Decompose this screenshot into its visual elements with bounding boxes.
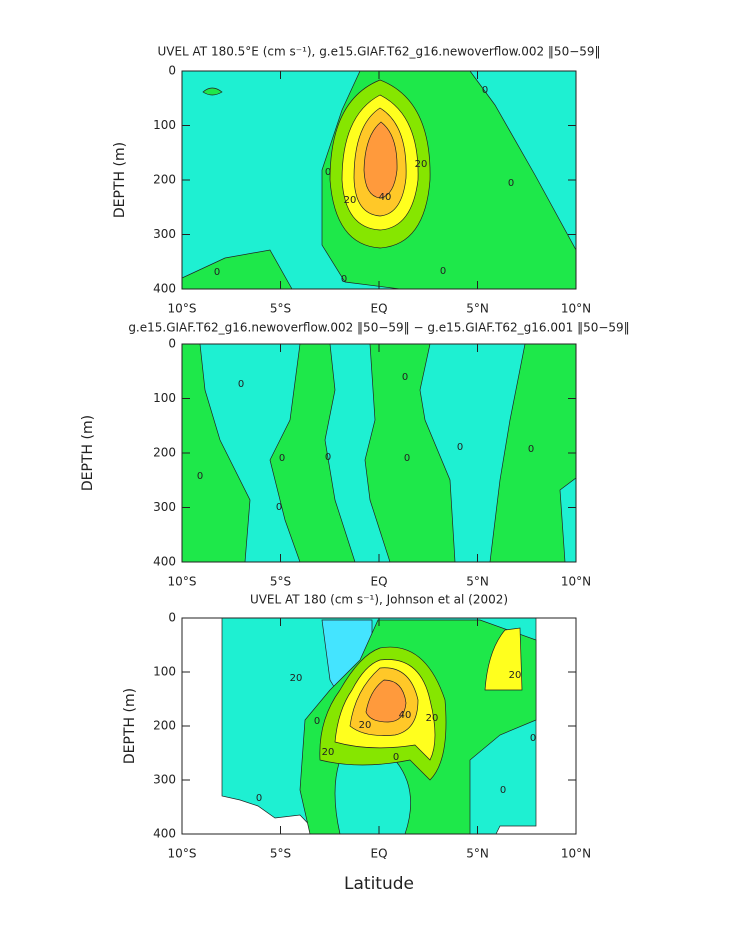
- contour-label: 0: [214, 267, 220, 278]
- y-tick-label: 300: [153, 773, 176, 787]
- contour-label: 0: [393, 752, 399, 763]
- contour-label: 0: [341, 274, 347, 285]
- x-tick-label: 10°S: [168, 302, 197, 316]
- y-tick-label: 0: [168, 611, 176, 625]
- contour-label: 20: [359, 720, 372, 731]
- x-tick-label: EQ: [370, 575, 387, 589]
- contour-label: 20: [322, 747, 335, 758]
- x-tick-label: 10°S: [168, 575, 197, 589]
- y-tick-label: 100: [153, 118, 176, 132]
- x-tick-label: 5°N: [466, 302, 489, 316]
- panel: UVEL AT 180.5°E (cm s⁻¹), g.e15.GIAF.T62…: [112, 45, 601, 316]
- contour-label: 0: [500, 785, 506, 796]
- y-tick-label: 400: [153, 282, 176, 296]
- contour-label: 20: [509, 670, 522, 681]
- y-tick-label: 100: [153, 391, 176, 405]
- panel-title: g.e15.GIAF.T62_g16.newoverflow.002 ‖50−5…: [128, 321, 629, 335]
- contour-label: 0: [325, 452, 331, 463]
- panel: UVEL AT 180 (cm s⁻¹), Johnson et al (200…: [122, 593, 591, 895]
- y-tick-label: 200: [153, 719, 176, 733]
- contour-label: 0: [404, 453, 410, 464]
- contour-label: 0: [279, 453, 285, 464]
- x-axis-label: Latitude: [344, 874, 414, 894]
- contour-label: 20: [426, 713, 439, 724]
- contour-label: 0: [440, 266, 446, 277]
- contour-region: [363, 121, 398, 199]
- x-tick-label: 5°S: [270, 575, 291, 589]
- y-tick-label: 0: [168, 64, 176, 78]
- x-tick-label: EQ: [370, 302, 387, 316]
- x-tick-label: 10°N: [561, 847, 591, 861]
- contour-region: [365, 679, 407, 723]
- x-tick-label: 5°N: [466, 575, 489, 589]
- x-tick-label: 5°N: [466, 847, 489, 861]
- y-tick-label: 0: [168, 337, 176, 351]
- x-tick-label: 10°N: [561, 575, 591, 589]
- y-tick-label: 200: [153, 446, 176, 460]
- x-tick-label: 10°S: [168, 847, 197, 861]
- x-tick-label: 5°S: [270, 302, 291, 316]
- panel: g.e15.GIAF.T62_g16.newoverflow.002 ‖50−5…: [80, 321, 630, 589]
- y-tick-label: 100: [153, 665, 176, 679]
- contour-region: [484, 627, 523, 691]
- contour-label: 0: [530, 733, 536, 744]
- contour-label: 0: [325, 167, 331, 178]
- contour-label: 0: [238, 379, 244, 390]
- y-tick-label: 400: [153, 827, 176, 841]
- x-tick-label: EQ: [370, 847, 387, 861]
- y-axis-label: DEPTH (m): [112, 142, 128, 218]
- y-tick-label: 200: [153, 173, 176, 187]
- panel-title: UVEL AT 180.5°E (cm s⁻¹), g.e15.GIAF.T62…: [157, 45, 600, 59]
- x-tick-label: 10°N: [561, 302, 591, 316]
- contour-region: [202, 87, 223, 96]
- contour-label: 0: [482, 85, 488, 96]
- contour-label: 0: [256, 793, 262, 804]
- contour-label: 20: [290, 673, 303, 684]
- contour-label: 20: [344, 195, 357, 206]
- contour-label: 0: [276, 502, 282, 513]
- y-axis-label: DEPTH (m): [80, 415, 96, 491]
- y-tick-label: 300: [153, 227, 176, 241]
- contour-label: 20: [415, 159, 428, 170]
- panel-title: UVEL AT 180 (cm s⁻¹), Johnson et al (200…: [250, 593, 508, 607]
- contour-label: 40: [399, 710, 412, 721]
- contour-label: 0: [314, 716, 320, 727]
- contour-label: 0: [197, 471, 203, 482]
- y-axis-label: DEPTH (m): [122, 688, 138, 764]
- x-tick-label: 5°S: [270, 847, 291, 861]
- contour-label: 0: [528, 444, 534, 455]
- contour-label: 40: [379, 192, 392, 203]
- contour-label: 0: [508, 178, 514, 189]
- y-tick-label: 300: [153, 500, 176, 514]
- contour-label: 0: [457, 442, 463, 453]
- y-tick-label: 400: [153, 555, 176, 569]
- contour-label: 0: [402, 372, 408, 383]
